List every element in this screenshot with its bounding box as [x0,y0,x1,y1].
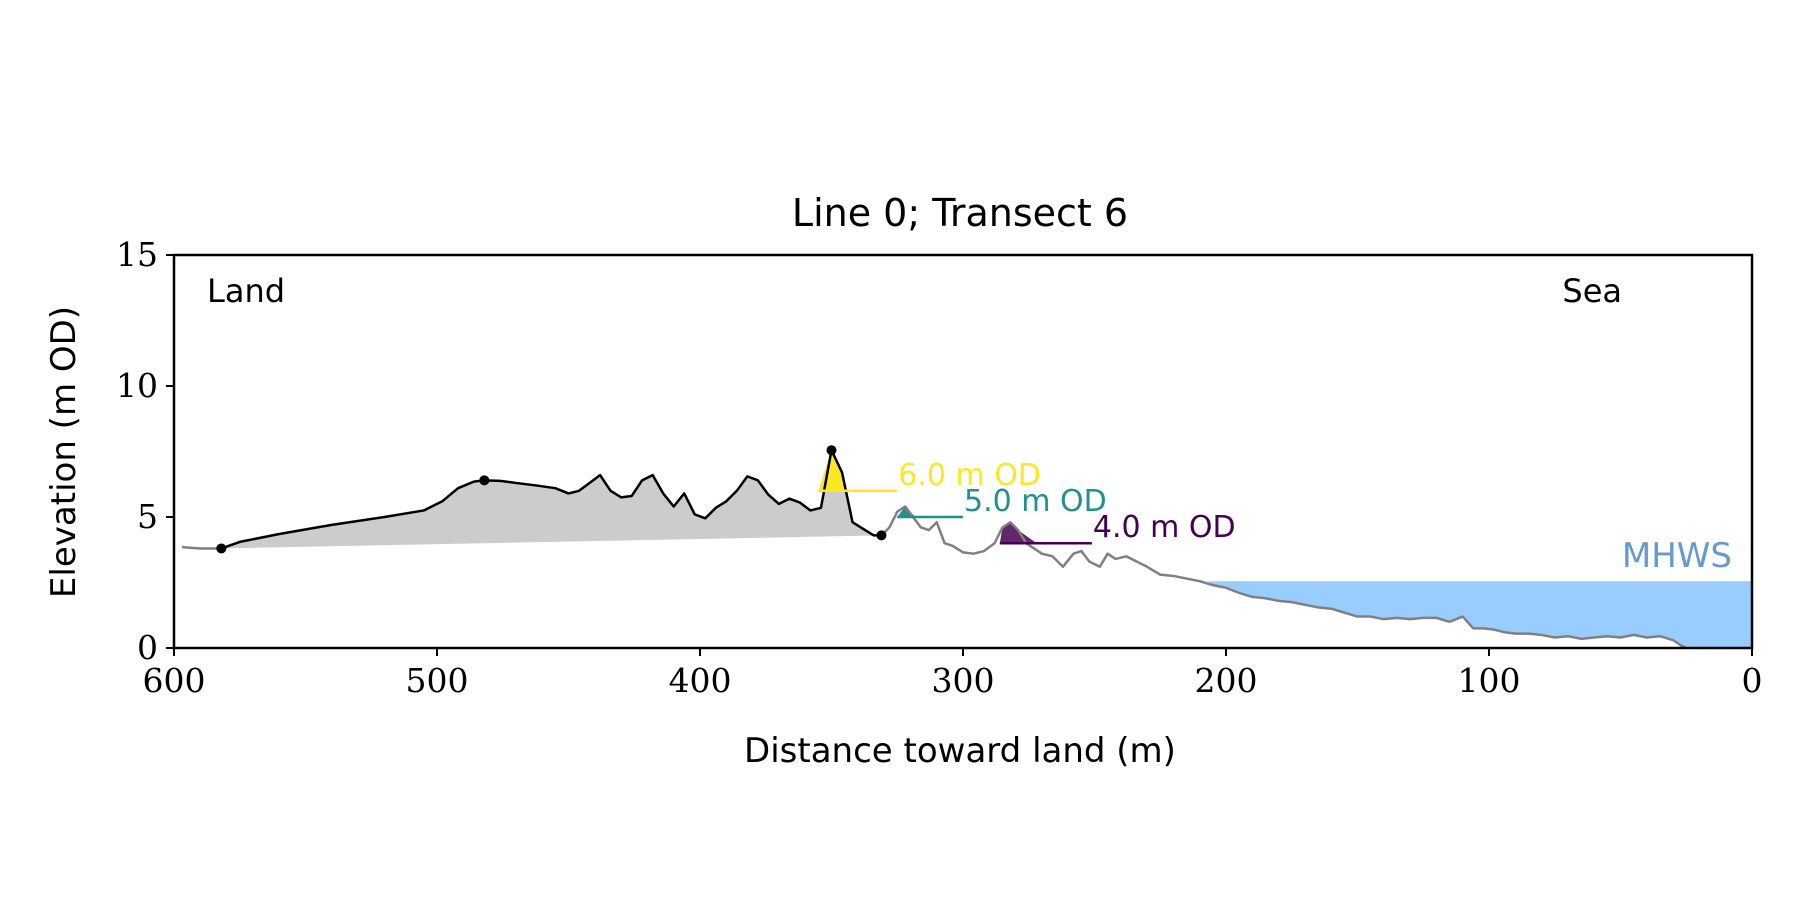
x-axis-label: Distance toward land (m) [744,731,1176,771]
key-point [216,543,227,554]
plot-area: 6.0 m OD5.0 m OD4.0 m OD MHWS [181,445,1752,650]
profile-tail-line [181,545,222,550]
y-tick-label: 0 [137,628,158,667]
y-tick-label: 10 [116,366,158,405]
x-tick-label: 400 [669,661,732,700]
land-label: Land [207,272,285,310]
y-tick-label: 15 [116,235,158,274]
x-tick-label: 200 [1195,661,1258,700]
key-point [876,530,887,541]
x-tick-label: 500 [406,661,469,700]
water-level-label: 6.0 m OD [898,458,1041,493]
water-level-label: 5.0 m OD [964,484,1107,519]
key-point [826,445,837,456]
dune-volume-fill [221,450,882,549]
water-level-label: 4.0 m OD [1093,510,1236,545]
y-axis: 0 5 10 15 [116,235,174,667]
key-point [479,475,490,486]
sea-label: Sea [1562,272,1622,310]
seaward-profile-line [880,505,1687,650]
x-axis: 600 500 400 300 200 100 0 [143,648,1763,700]
x-tick-label: 0 [1742,661,1763,700]
chart-title: Line 0; Transect 6 [792,191,1128,235]
y-axis-label: Elevation (m OD) [44,306,84,598]
x-tick-label: 100 [1458,661,1521,700]
mhws-water-area [1207,581,1752,648]
mhws-label: MHWS [1622,536,1732,576]
landward-profile-line [220,448,882,550]
y-tick-label: 5 [137,497,158,536]
water-level-fill [999,522,1037,544]
x-tick-label: 300 [932,661,995,700]
x-tick-label: 600 [143,661,206,700]
